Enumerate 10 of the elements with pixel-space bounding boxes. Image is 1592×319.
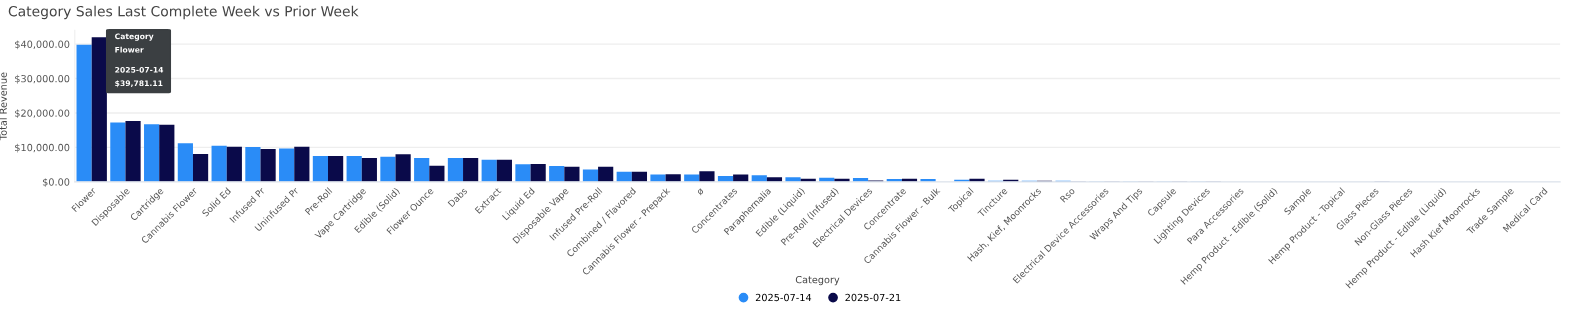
y-tick-label: $30,000.00 — [15, 74, 70, 84]
y-tick-label: $10,000.00 — [15, 143, 70, 153]
y-tick-label: $40,000.00 — [15, 40, 70, 50]
chart-title: Category Sales Last Complete Week vs Prior Week — [8, 5, 359, 20]
x-axis-title: Category — [795, 275, 840, 286]
y-axis-title: Total Revenue — [0, 72, 7, 141]
legend-label: 2025-07-21 — [845, 293, 901, 302]
legend-label: 2025-07-14 — [755, 293, 812, 302]
y-tick-label: $0.00 — [42, 178, 70, 187]
y-tick-label: $20,000.00 — [15, 109, 70, 119]
